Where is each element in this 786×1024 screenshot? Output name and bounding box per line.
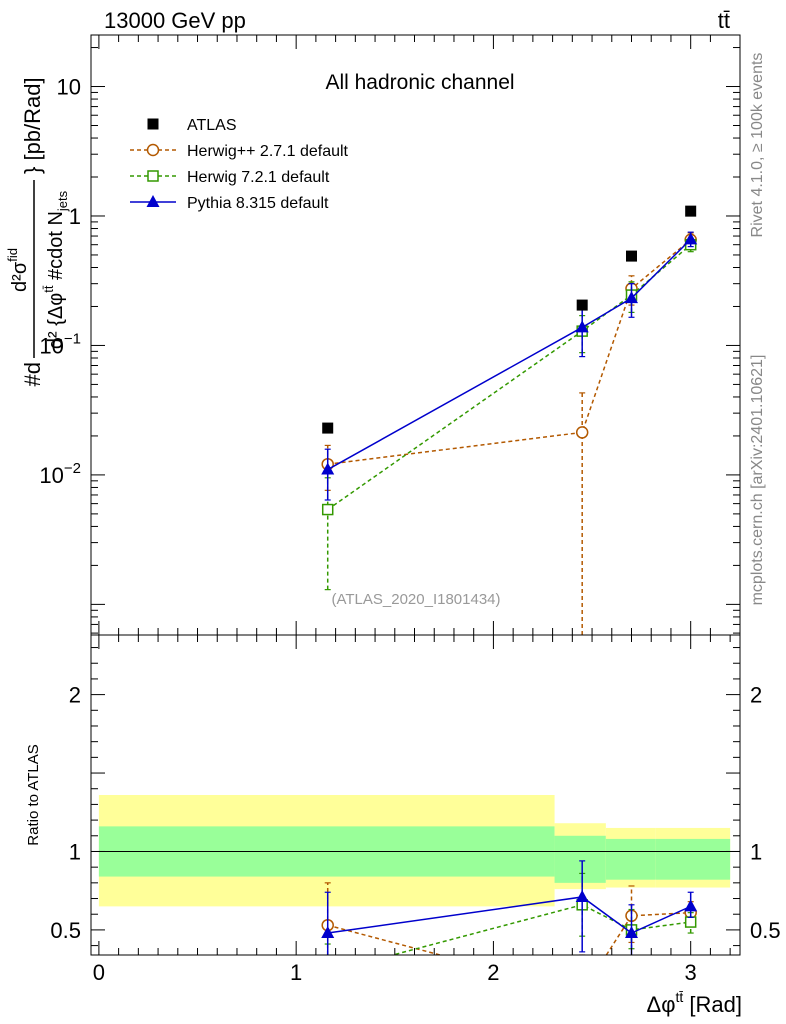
rivet-version-label: Rivet 4.1.0, ≥ 100k events [749, 53, 766, 238]
x-tick-label: 0 [93, 960, 105, 985]
x-tick-label: 1 [290, 960, 302, 985]
ratio-band-inner [655, 838, 731, 880]
ylabel-unit: } [pb/Rad] [20, 77, 45, 174]
series-herwig-7-2-1-default [321, 237, 697, 591]
xlabel-base: Δφ [647, 992, 676, 1017]
ratio-y-tick-label-left: 0.5 [50, 918, 81, 943]
ylabel-numerator-sup: fid [5, 248, 20, 262]
y-tick-label-base: 10 [39, 333, 63, 358]
ylabel-numerator: d²σfid [5, 248, 31, 292]
y-tick-label-base: 10 [57, 75, 81, 100]
legend-marker [146, 195, 160, 207]
data-point [685, 205, 697, 217]
y-tick-label: 10−2 [39, 460, 81, 488]
ylabel-denominator-rest: #cdot N [45, 211, 67, 285]
series-line [327, 244, 692, 511]
y-tick-label: 10−1 [39, 330, 81, 358]
data-point [684, 232, 698, 245]
series-line [327, 238, 692, 471]
series-atlas [322, 205, 697, 434]
data-point [625, 291, 639, 304]
ylabel-denominator: d² {Δφtt̄ #cdot Njets [41, 190, 70, 349]
x-tick-label: 3 [685, 960, 697, 985]
ratio-plot-frame [90, 634, 741, 956]
series-line [327, 239, 692, 465]
legend-marker [147, 118, 159, 130]
legend-item: Pythia 8.315 default [130, 195, 329, 212]
legend-item: Herwig++ 2.7.1 default [130, 143, 349, 160]
y-tick-label-exp: −1 [64, 330, 81, 347]
ratio-series-pythia-8-315-default [321, 860, 698, 955]
legend-item: Herwig 7.2.1 default [130, 169, 330, 186]
legend-label: Herwig++ 2.7.1 default [187, 143, 349, 160]
ratio-y-tick-label-right: 2 [750, 683, 762, 708]
ratio-band-inner [605, 838, 656, 880]
data-point [575, 426, 589, 439]
mcplots-reference-label: mcplots.cern.ch [arXiv:2401.10621] [749, 355, 766, 606]
data-point [575, 320, 589, 333]
ratio-data-point [321, 926, 335, 939]
y-tick-label-base: 10 [39, 463, 63, 488]
ratio-data-point [684, 916, 697, 928]
energy-label: 13000 GeV pp [104, 8, 246, 33]
ratio-y-tick-label-right: 0.5 [750, 918, 781, 943]
ratio-series-line [327, 911, 691, 955]
data-point [322, 422, 334, 434]
ratio-y-tick-label-left: 2 [69, 683, 81, 708]
data-point [321, 503, 334, 516]
y-tick-label-base: 1 [69, 204, 81, 229]
ylabel-denominator-sub: jets [55, 190, 70, 212]
y-tick-label: 1 [69, 204, 81, 229]
ratio-band-inner [554, 835, 606, 883]
main-y-axis-label: #d d²σfid d² {Δφtt̄ #cdot Njets } [pb/Ra… [5, 77, 70, 386]
ratio-data-point [575, 889, 589, 902]
ratio-series-line [327, 896, 691, 934]
data-point [576, 299, 588, 311]
ratio-y-tick-label-right: 1 [750, 839, 762, 864]
process-label: tt̄ [718, 8, 730, 33]
ratio-series-line [389, 904, 691, 955]
ratio-data-point [625, 926, 639, 939]
ylabel-denominator-main: d² {Δφ [45, 293, 67, 349]
legend-label: Pythia 8.315 default [187, 195, 329, 212]
x-tick-label: 2 [487, 960, 499, 985]
legend: ATLAS Herwig++ 2.7.1 default Herwig 7.2.1 … [130, 117, 349, 212]
series-pythia-8-315-default [321, 231, 698, 501]
ratio-panel: 0.5 0.5 1 1 2 2 0 1 2 3 [50, 634, 781, 985]
ratio-y-tick-label-left: 1 [69, 839, 81, 864]
ratio-series-clipped [321, 860, 698, 955]
legend-item: ATLAS [147, 117, 237, 134]
legend-marker [146, 143, 160, 157]
x-axis-label: Δφtt̄ [Rad] [647, 989, 742, 1017]
ylabel-hash-d: #d [20, 362, 45, 386]
ratio-y-axis-label: Ratio to ATLAS [25, 744, 42, 845]
y-tick-label-exp: −2 [64, 460, 81, 477]
chart-title: All hadronic channel [325, 71, 514, 94]
legend-label: Herwig 7.2.1 default [187, 169, 330, 186]
series-herwig-2-7-1-default [321, 232, 697, 635]
ylabel-numerator-main: d²σ [9, 261, 31, 292]
ratio-data-point [684, 899, 698, 912]
data-point [321, 462, 335, 475]
legend-label: ATLAS [187, 117, 237, 134]
data-point [626, 250, 638, 262]
xlabel-unit: [Rad] [683, 992, 742, 1017]
analysis-tag: (ATLAS_2020_I1801434) [331, 591, 500, 608]
legend-marker [147, 170, 159, 182]
ylabel-denominator-sup: tt̄ [41, 285, 56, 293]
y-tick-label: 10 [57, 75, 81, 100]
xlabel-sup: tt̄ [676, 989, 684, 1005]
